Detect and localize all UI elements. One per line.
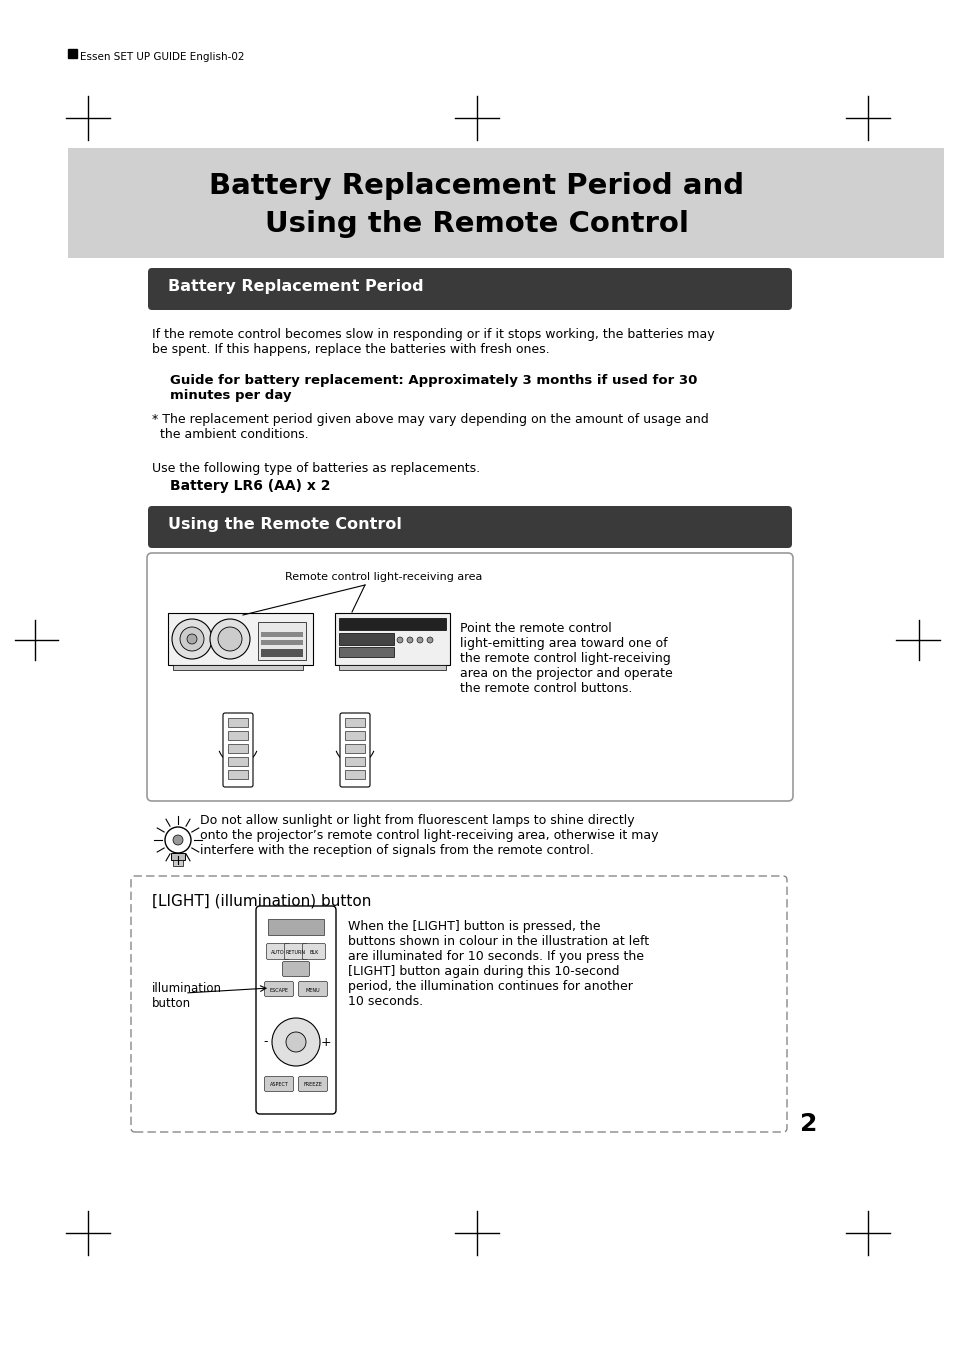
FancyBboxPatch shape xyxy=(148,267,791,309)
FancyBboxPatch shape xyxy=(223,713,253,788)
Circle shape xyxy=(172,619,212,659)
Bar xyxy=(228,770,248,780)
Bar xyxy=(345,770,365,780)
Bar xyxy=(257,621,306,661)
Text: Guide for battery replacement: Approximately 3 months if used for 30
minutes per: Guide for battery replacement: Approxima… xyxy=(170,374,697,403)
Bar xyxy=(338,634,394,644)
FancyBboxPatch shape xyxy=(298,1077,327,1092)
Text: +: + xyxy=(320,1035,331,1048)
FancyBboxPatch shape xyxy=(282,962,309,977)
Circle shape xyxy=(416,638,422,643)
Text: * The replacement period given above may vary depending on the amount of usage a: * The replacement period given above may… xyxy=(152,413,708,440)
Bar xyxy=(338,647,394,657)
Text: When the [LIGHT] button is pressed, the
buttons shown in colour in the illustrat: When the [LIGHT] button is pressed, the … xyxy=(348,920,648,1008)
Circle shape xyxy=(396,638,402,643)
FancyBboxPatch shape xyxy=(266,943,289,959)
Circle shape xyxy=(172,835,183,844)
Text: Battery LR6 (AA) x 2: Battery LR6 (AA) x 2 xyxy=(170,480,330,493)
FancyBboxPatch shape xyxy=(264,981,294,997)
Bar xyxy=(228,757,248,766)
Bar xyxy=(261,640,303,644)
Text: BLK: BLK xyxy=(309,950,318,955)
Text: If the remote control becomes slow in responding or if it stops working, the bat: If the remote control becomes slow in re… xyxy=(152,328,714,357)
Text: illumination
button: illumination button xyxy=(152,982,222,1011)
Text: Battery Replacement Period and: Battery Replacement Period and xyxy=(210,172,743,200)
Bar xyxy=(68,49,77,58)
Bar xyxy=(261,632,303,638)
Circle shape xyxy=(218,627,242,651)
Bar xyxy=(68,149,943,258)
Circle shape xyxy=(187,634,196,644)
Bar xyxy=(345,731,365,740)
Text: -: - xyxy=(263,1035,268,1048)
FancyBboxPatch shape xyxy=(255,907,335,1115)
Bar xyxy=(345,717,365,727)
Text: AUTO: AUTO xyxy=(271,950,285,955)
Text: Essen SET UP GUIDE English-02: Essen SET UP GUIDE English-02 xyxy=(80,51,244,62)
Text: Point the remote control
light-emitting area toward one of
the remote control li: Point the remote control light-emitting … xyxy=(459,621,672,694)
Text: Using the Remote Control: Using the Remote Control xyxy=(168,517,401,532)
Text: ESCAPE: ESCAPE xyxy=(269,988,288,993)
Text: Remote control light-receiving area: Remote control light-receiving area xyxy=(285,571,482,582)
Circle shape xyxy=(272,1019,319,1066)
Text: Do not allow sunlight or light from fluorescent lamps to shine directly
onto the: Do not allow sunlight or light from fluo… xyxy=(200,815,658,857)
Bar xyxy=(261,648,303,657)
Bar xyxy=(345,744,365,753)
FancyBboxPatch shape xyxy=(339,713,370,788)
FancyBboxPatch shape xyxy=(298,981,327,997)
Text: [LIGHT] (illumination) button: [LIGHT] (illumination) button xyxy=(152,893,371,908)
FancyBboxPatch shape xyxy=(147,553,792,801)
Bar xyxy=(171,852,185,861)
Bar xyxy=(172,861,183,866)
FancyBboxPatch shape xyxy=(302,943,325,959)
Bar xyxy=(228,744,248,753)
Bar xyxy=(338,617,446,630)
FancyBboxPatch shape xyxy=(264,1077,294,1092)
Circle shape xyxy=(210,619,250,659)
Bar xyxy=(168,613,313,665)
Bar xyxy=(172,665,303,670)
Bar xyxy=(335,613,450,665)
FancyBboxPatch shape xyxy=(284,943,307,959)
Circle shape xyxy=(165,827,191,852)
Text: Using the Remote Control: Using the Remote Control xyxy=(265,209,688,238)
Text: Use the following type of batteries as replacements.: Use the following type of batteries as r… xyxy=(152,462,479,476)
Bar xyxy=(338,665,446,670)
Bar xyxy=(268,919,324,935)
Text: RETURN: RETURN xyxy=(286,950,306,955)
Text: 2: 2 xyxy=(800,1112,817,1136)
Circle shape xyxy=(427,638,433,643)
Text: FREEZE: FREEZE xyxy=(303,1082,322,1088)
Bar xyxy=(228,731,248,740)
Text: ASPECT: ASPECT xyxy=(270,1082,288,1088)
Bar xyxy=(345,757,365,766)
FancyBboxPatch shape xyxy=(148,507,791,549)
Text: Battery Replacement Period: Battery Replacement Period xyxy=(168,280,423,295)
Circle shape xyxy=(286,1032,306,1052)
Bar xyxy=(228,717,248,727)
Text: MENU: MENU xyxy=(305,988,320,993)
Circle shape xyxy=(180,627,204,651)
FancyBboxPatch shape xyxy=(131,875,786,1132)
Circle shape xyxy=(407,638,413,643)
